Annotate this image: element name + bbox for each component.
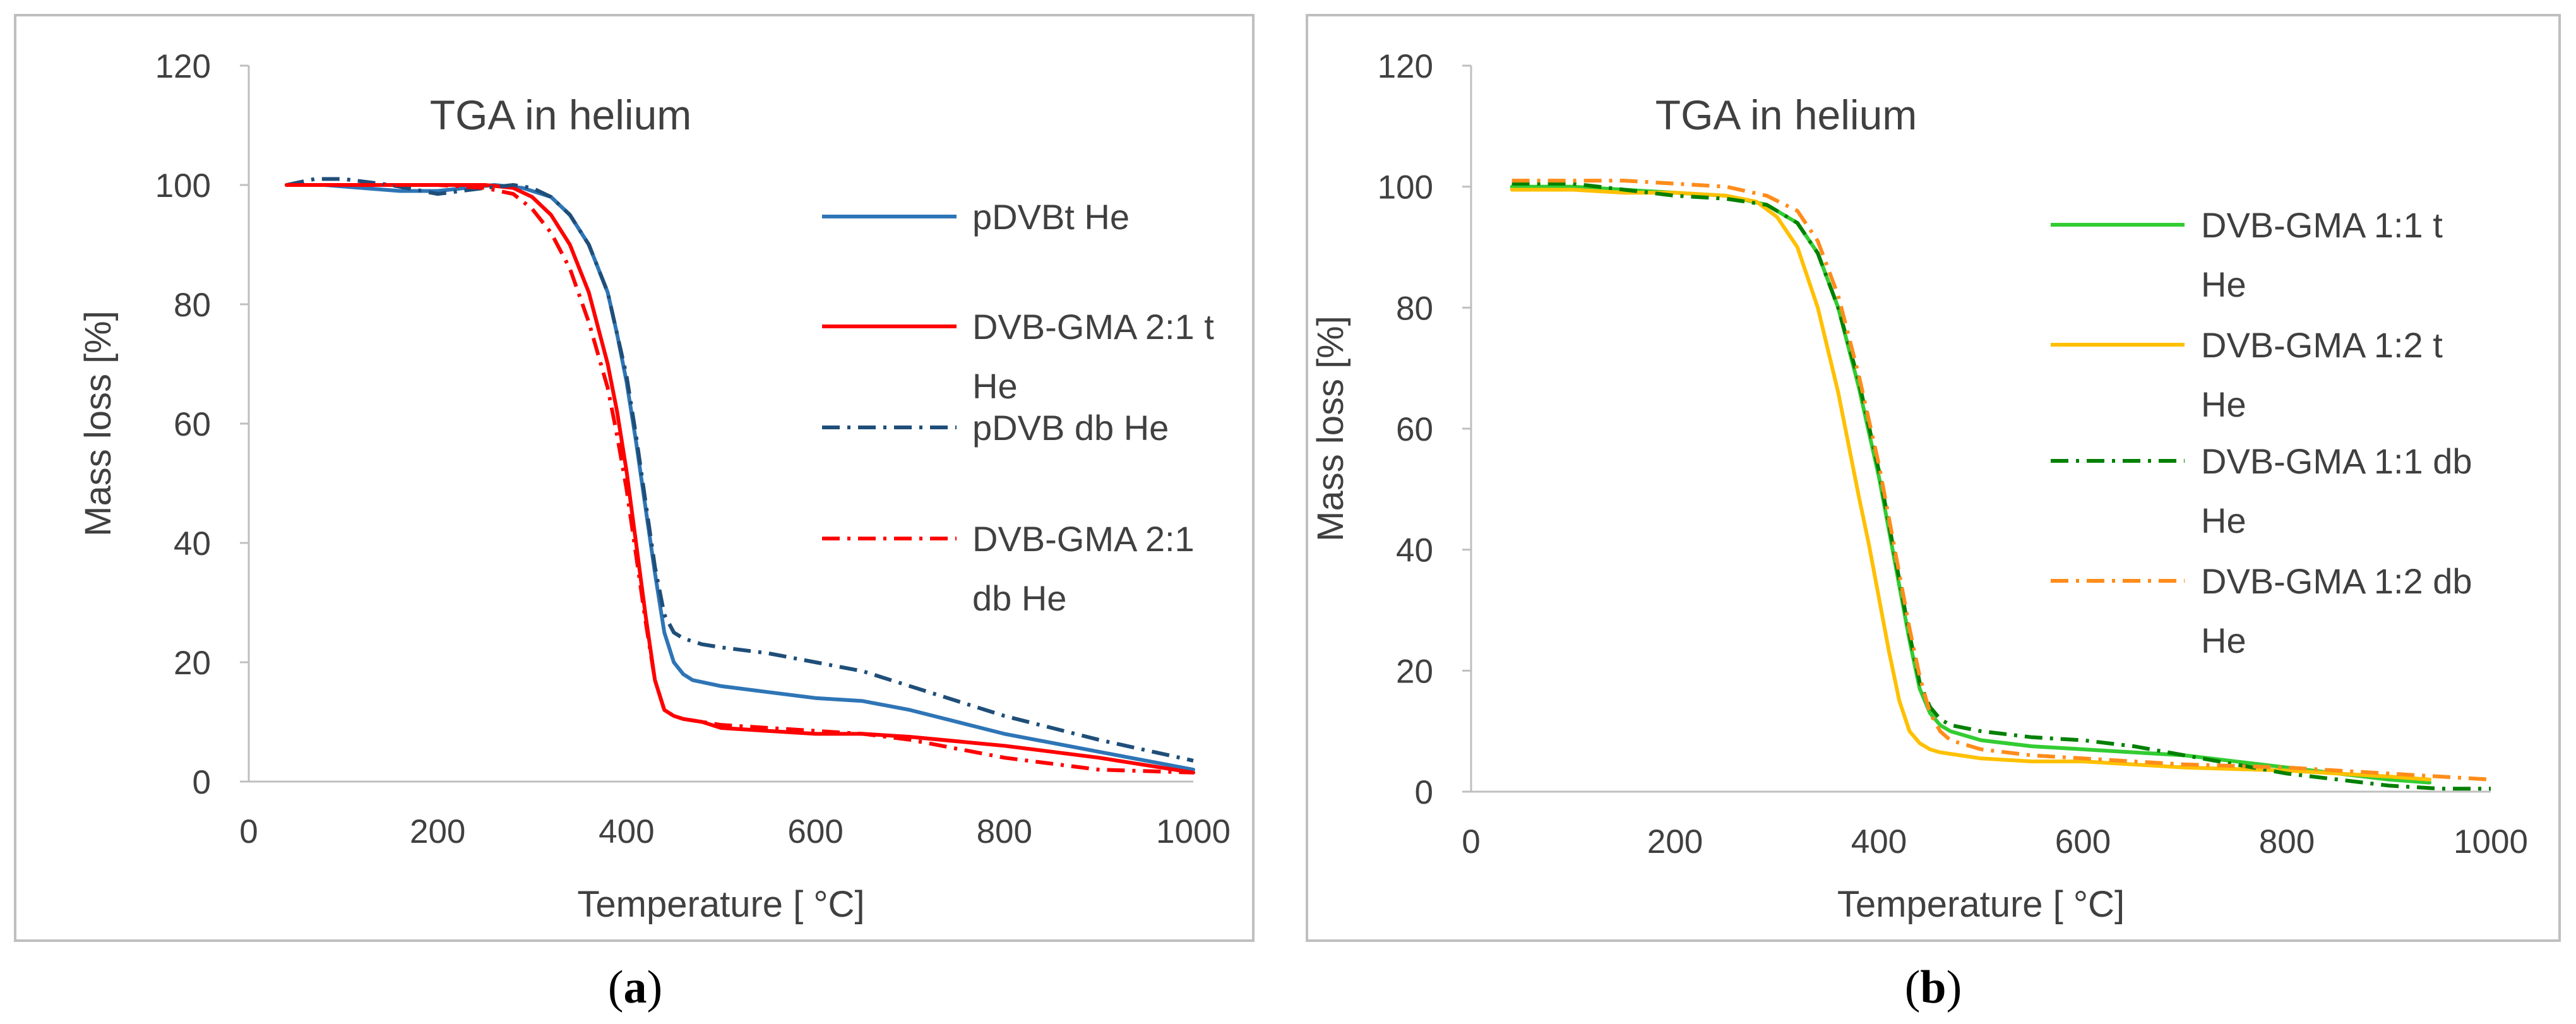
panel-label: (b) <box>1905 961 1962 1013</box>
y-axis-title: Mass loss [%] <box>78 311 119 537</box>
series-line-2 <box>284 183 1195 775</box>
panel-a: 0 20 40 60 80 100 120 0 200 400 600 800 1000 Temperat… <box>14 14 1255 1013</box>
y-tick-label: 80 <box>174 287 211 324</box>
x-tick-label: 0 <box>239 813 258 850</box>
series-line-3 <box>286 177 1194 763</box>
y-tick-label: 60 <box>174 406 211 443</box>
panel-label: (a) <box>608 961 662 1013</box>
x-tick-label: 200 <box>410 813 465 850</box>
legend-label-4: He <box>2201 621 2246 660</box>
x-tick-label: 200 <box>1647 823 1703 860</box>
legend-label-2: He <box>972 366 1018 406</box>
legend-label-2: DVB-GMA 1:2 t <box>2201 325 2443 365</box>
y-tick-label: 100 <box>1378 169 1433 206</box>
legend-label-4: DVB-GMA 1:2 db <box>2201 561 2472 601</box>
y-tick-label: 20 <box>174 645 211 682</box>
x-tick-label: 600 <box>2055 823 2111 860</box>
series-line-4 <box>286 183 1194 775</box>
legend-label-2: He <box>2201 384 2246 424</box>
x-tick-label: 0 <box>1462 823 1480 860</box>
legend-label-4: DVB-GMA 2:1 <box>972 519 1195 559</box>
x-tick-label: 400 <box>1851 823 1907 860</box>
y-axis-title: Mass loss [%] <box>1310 316 1351 542</box>
panel-frame <box>14 14 1255 942</box>
y-tick-label: 40 <box>1396 532 1433 569</box>
legend-label-3: pDVB db He <box>972 408 1169 448</box>
y-tick-label: 20 <box>1396 653 1433 690</box>
y-tick-label: 60 <box>1396 411 1433 448</box>
y-tick-label: 120 <box>155 48 211 85</box>
x-tick-label: 800 <box>2259 823 2315 860</box>
y-tick-label: 100 <box>155 167 211 205</box>
legend-label-1: pDVBt He <box>972 197 1130 237</box>
series-line-4 <box>1512 179 2491 782</box>
series-line-1 <box>1510 184 2432 785</box>
chart-title: TGA in helium <box>1655 92 1917 138</box>
legend-label-1: He <box>2201 265 2246 304</box>
series-line-2 <box>1510 188 2432 782</box>
x-tick-label: 1000 <box>1156 813 1231 850</box>
x-axis-title: Temperature [ °C] <box>1837 884 2125 925</box>
panel-frame <box>1306 14 2561 942</box>
chart-title: TGA in helium <box>430 92 692 138</box>
y-tick-label: 80 <box>1396 290 1433 327</box>
legend-label-1: DVB-GMA 1:1 t <box>2201 205 2443 245</box>
x-tick-label: 1000 <box>2454 823 2528 860</box>
y-tick-label: 0 <box>193 764 211 801</box>
y-tick-label: 40 <box>174 525 211 563</box>
x-tick-label: 800 <box>977 813 1032 850</box>
x-axis-title: Temperature [ °C] <box>577 884 864 925</box>
series-line-1 <box>284 183 1195 772</box>
y-tick-label: 120 <box>1378 48 1433 85</box>
y-tick-label: 0 <box>1415 774 1433 811</box>
panel-b: 0 20 40 60 80 100 120 0 200 400 600 800 1000 Temperat… <box>1306 14 2561 1013</box>
x-tick-label: 600 <box>787 813 843 850</box>
x-tick-label: 400 <box>599 813 654 850</box>
legend-label-4: db He <box>972 578 1066 618</box>
legend-label-2: DVB-GMA 2:1 t <box>972 307 1214 347</box>
legend-label-3: He <box>2201 501 2246 540</box>
series-line-3 <box>1512 181 2491 791</box>
legend-label-3: DVB-GMA 1:1 db <box>2201 441 2472 481</box>
